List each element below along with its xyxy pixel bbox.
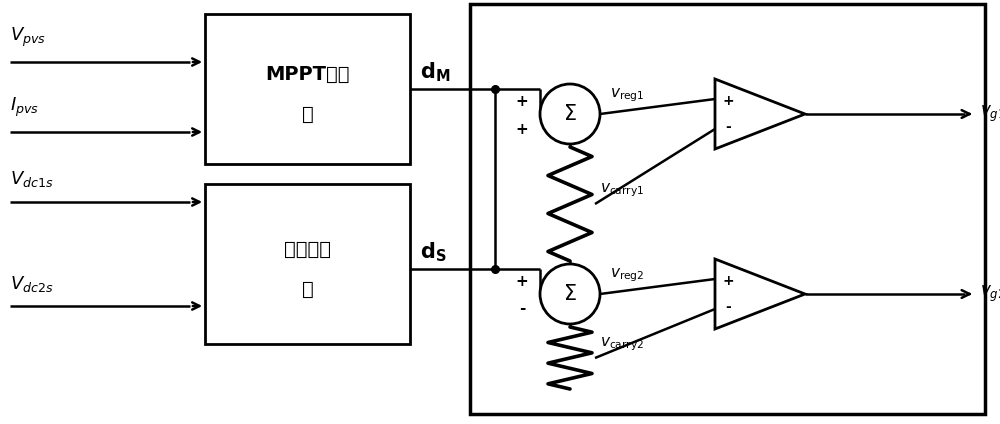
Text: -: - [725,300,731,314]
Bar [205,184,410,344]
Polygon shape [715,259,805,329]
Text: -: - [725,120,731,134]
Text: 器: 器 [302,279,313,298]
Text: +: + [516,122,528,137]
Text: MPPT控制: MPPT控制 [265,64,350,84]
Text: 模糊控制: 模糊控制 [284,240,331,259]
Text: $\mathbf{d_S}$: $\mathbf{d_S}$ [420,240,447,264]
Text: +: + [722,94,734,108]
Polygon shape [715,79,805,149]
Text: $\Sigma$: $\Sigma$ [563,284,577,304]
Text: $V_{pvs}$: $V_{pvs}$ [10,26,46,49]
Text: +: + [722,274,734,288]
Text: $v_{\mathrm{reg1}}$: $v_{\mathrm{reg1}}$ [610,86,644,104]
Text: $v_{\mathrm{carry1}}$: $v_{\mathrm{carry1}}$ [600,181,644,199]
Bar [205,14,410,164]
Text: $\mathbf{d_M}$: $\mathbf{d_M}$ [420,60,450,84]
Circle shape [540,84,600,144]
Text: $v_{g1}$: $v_{g1}$ [980,104,1000,124]
Text: $V_{dc1s}$: $V_{dc1s}$ [10,169,54,189]
Bar [470,4,985,414]
Circle shape [540,264,600,324]
Text: +: + [516,95,528,109]
Text: $\Sigma$: $\Sigma$ [563,104,577,124]
Text: $v_{\mathrm{carry2}}$: $v_{\mathrm{carry2}}$ [600,335,644,353]
Text: $v_{\mathrm{reg2}}$: $v_{\mathrm{reg2}}$ [610,266,644,284]
Text: $V_{dc2s}$: $V_{dc2s}$ [10,274,54,294]
Text: $v_{g2}$: $v_{g2}$ [980,284,1000,304]
Text: 器: 器 [302,104,313,123]
Text: +: + [516,274,528,290]
Text: -: - [519,301,525,316]
Text: $I_{pvs}$: $I_{pvs}$ [10,96,39,119]
